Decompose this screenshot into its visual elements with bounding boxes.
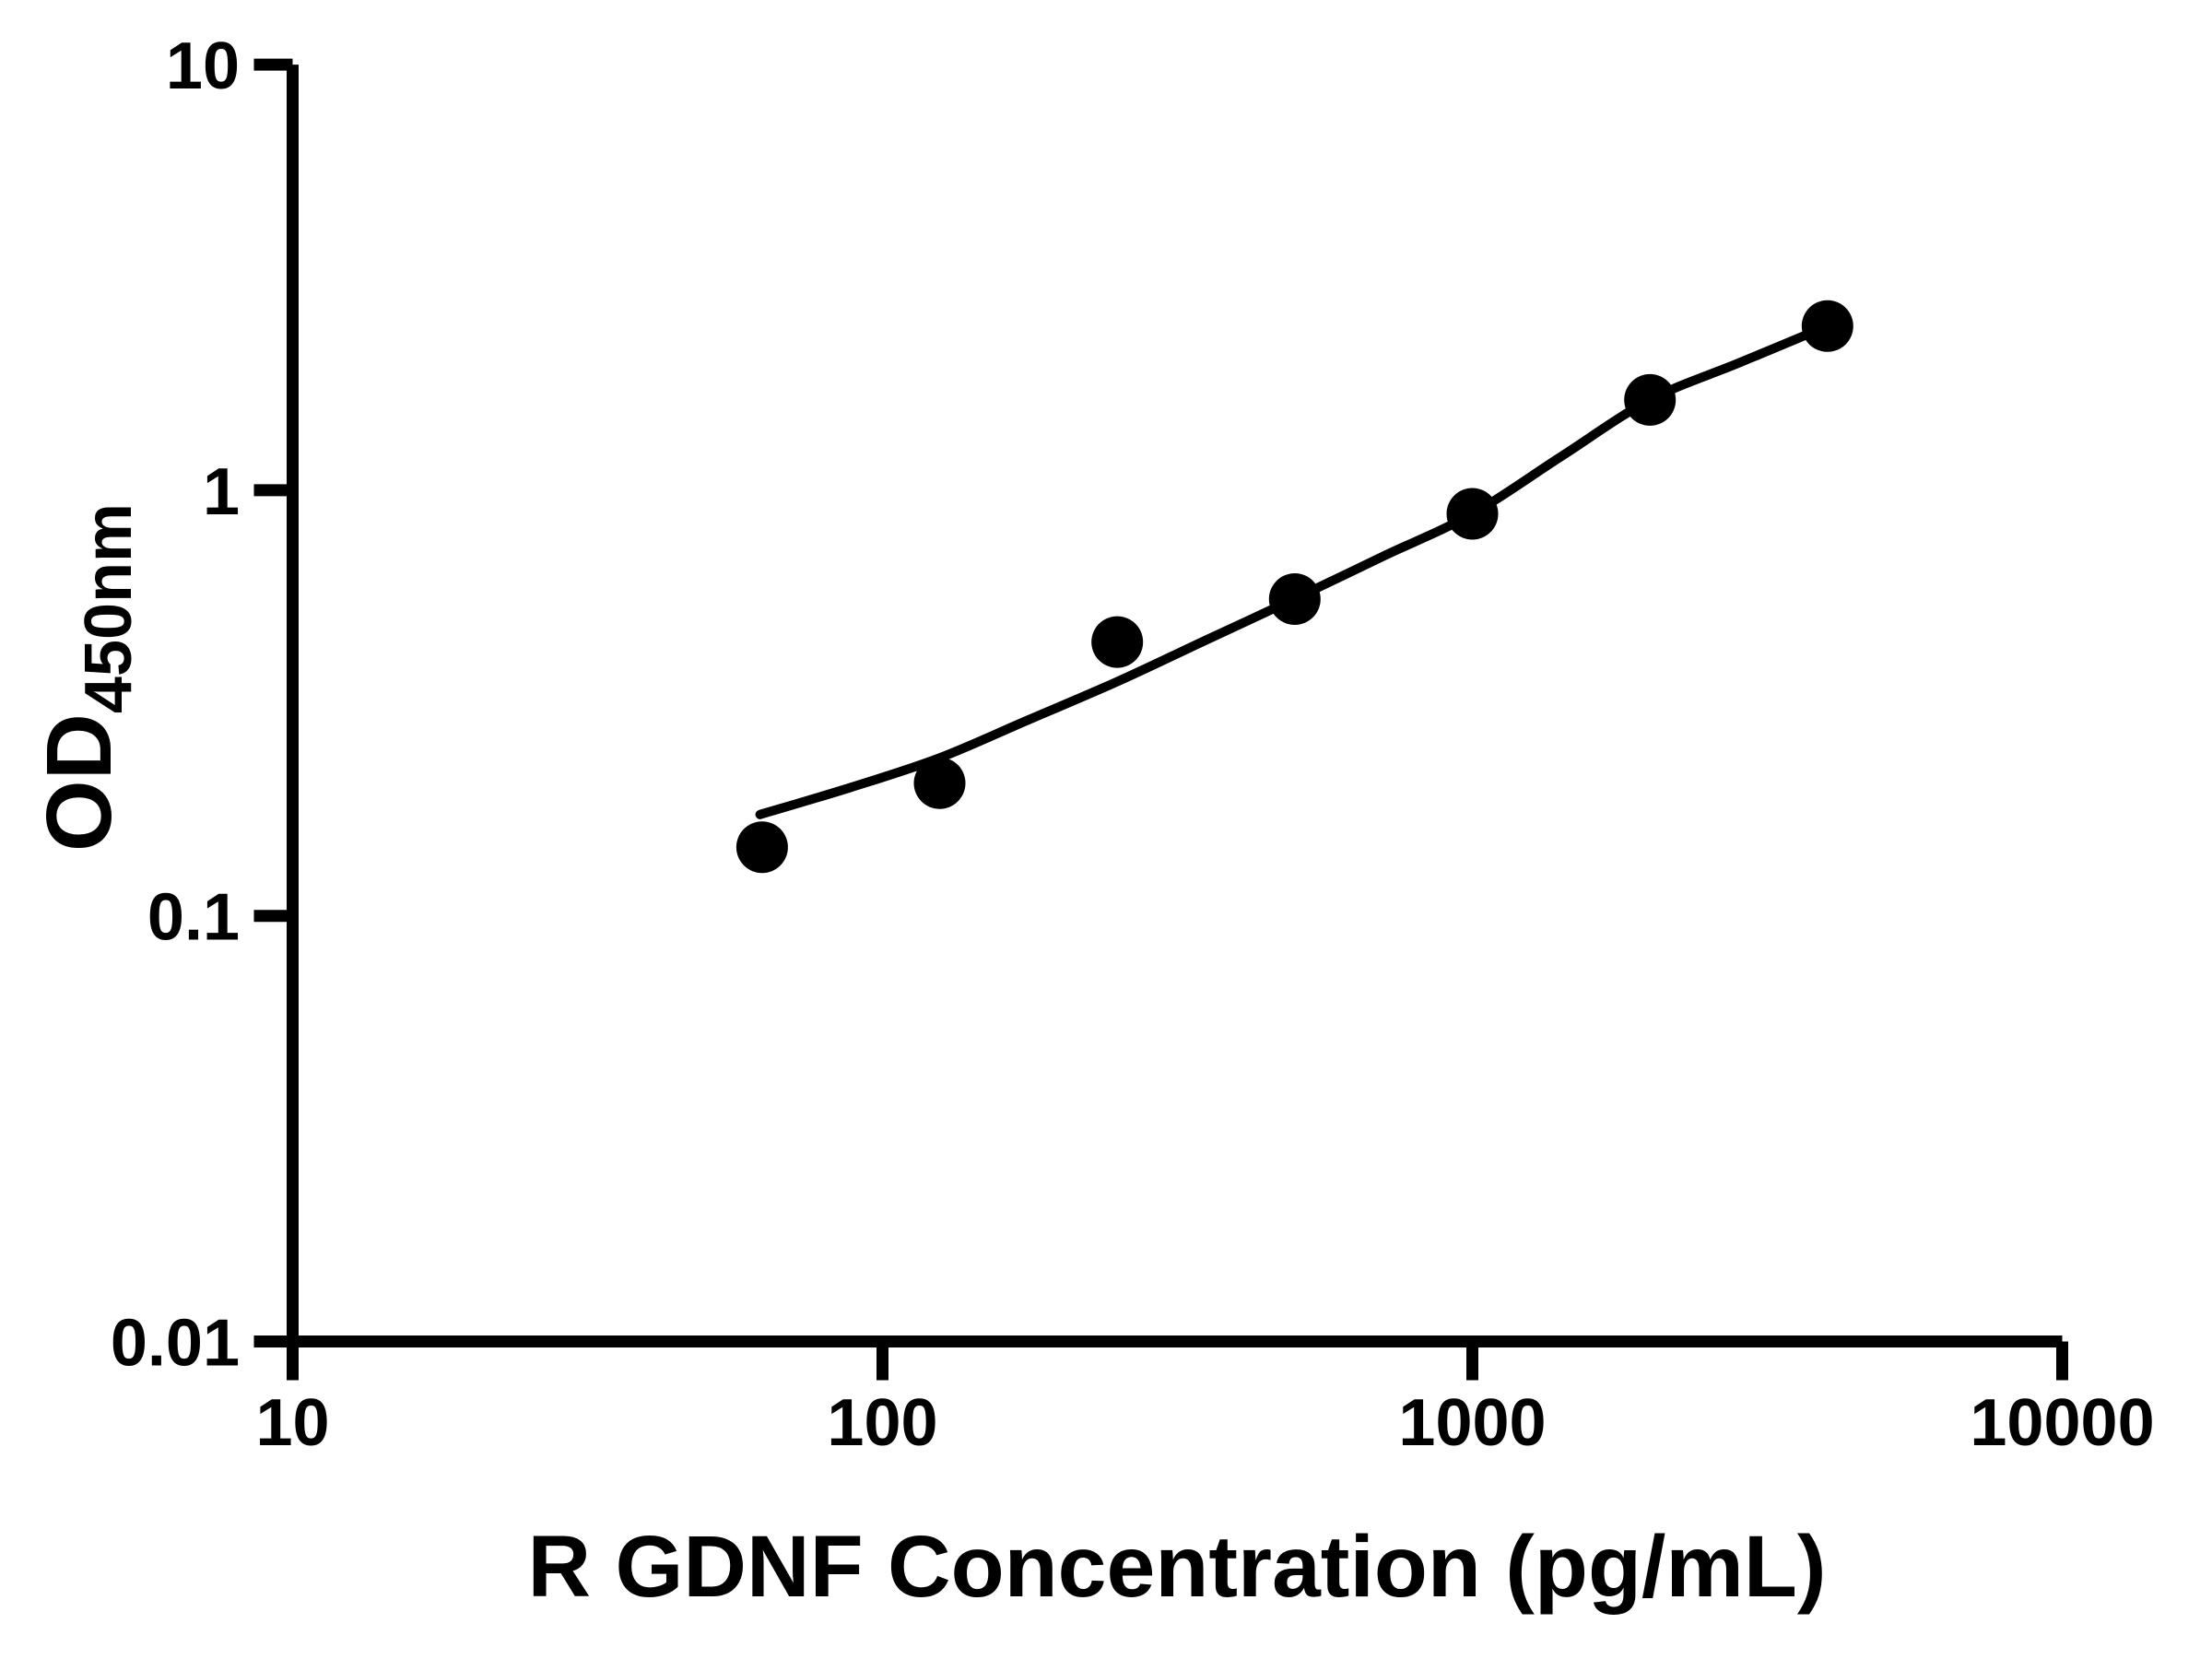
y-axis-title: OD450nm [28, 503, 146, 852]
data-point [1446, 488, 1499, 540]
data-point [1268, 573, 1321, 625]
y-tick-label: 1 [203, 455, 240, 529]
data-point [913, 757, 966, 809]
y-axis-title-subscript: 450nm [72, 503, 146, 713]
data-point [1091, 616, 1144, 668]
tick-marks [253, 58, 2068, 1381]
y-tick-label: 10 [166, 29, 240, 103]
x-tick-label: 10000 [1970, 1386, 2154, 1460]
axes [253, 65, 2063, 1381]
tick-labels: 10 100 1000 10000 0.01 0.1 1 10 [111, 29, 2155, 1460]
data-point [1624, 373, 1677, 426]
y-tick-label: 0.01 [111, 1307, 240, 1381]
x-axis-title: R GDNF Concentration (pg/mL) [527, 1518, 1826, 1616]
x-tick-label: 10 [255, 1386, 329, 1460]
y-axis-title-main: OD [28, 713, 131, 852]
x-tick-label: 100 [827, 1386, 937, 1460]
data-point [1801, 300, 1853, 352]
x-tick-label: 1000 [1398, 1386, 1546, 1460]
plot-series [735, 300, 1853, 874]
y-tick-label: 0.1 [147, 881, 240, 955]
data-point [735, 821, 788, 874]
